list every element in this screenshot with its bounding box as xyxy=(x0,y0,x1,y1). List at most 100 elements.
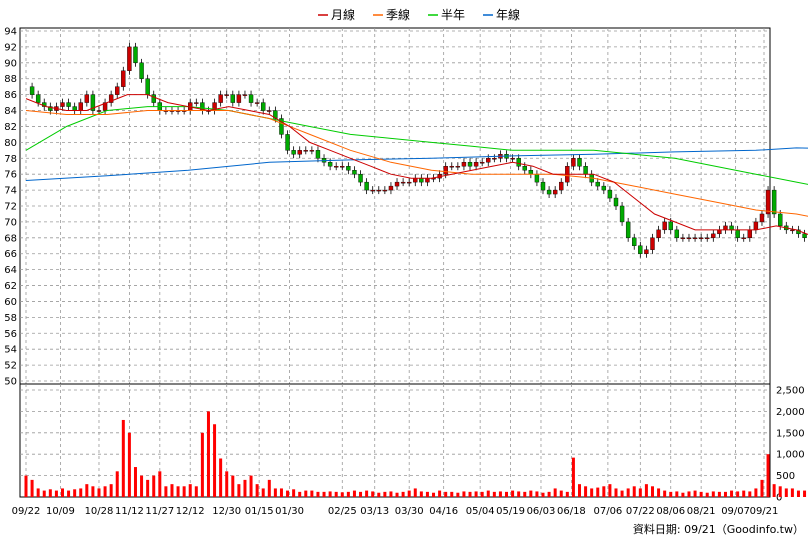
x-tick-label-22: 09/21 xyxy=(750,506,779,517)
candle-body xyxy=(601,185,607,191)
candle-body xyxy=(84,94,90,103)
volume-bar xyxy=(359,491,363,497)
volume-bar xyxy=(219,458,223,497)
volume-bar xyxy=(505,491,509,497)
price-tick-label-12: 70 xyxy=(4,217,17,228)
volume-bar xyxy=(511,490,515,497)
volume-bar xyxy=(480,491,484,497)
volume-bar xyxy=(292,489,296,497)
candle-body xyxy=(571,158,576,167)
candle-body xyxy=(230,94,236,103)
price-tick-label-11: 72 xyxy=(4,202,17,213)
price-tick-label-4: 86 xyxy=(4,90,17,101)
volume-bar xyxy=(517,491,521,497)
candle-body xyxy=(303,150,308,152)
candle-body xyxy=(534,173,540,183)
candle-body xyxy=(729,225,734,231)
candle-body xyxy=(790,229,795,232)
candle-body xyxy=(327,162,333,167)
candle-body xyxy=(194,102,199,104)
candle-body xyxy=(711,233,716,239)
candle-body xyxy=(741,237,746,240)
volume-bar xyxy=(620,490,624,497)
volume-bar xyxy=(425,491,429,497)
candle-body xyxy=(650,237,655,250)
volume-bar xyxy=(176,486,180,497)
volume-bar xyxy=(286,490,290,497)
candle-body xyxy=(425,177,430,183)
candle-body xyxy=(388,185,394,191)
volume-bar xyxy=(133,467,137,497)
volume-bar xyxy=(553,488,557,497)
candle-body xyxy=(78,102,83,111)
volume-bar xyxy=(492,491,496,497)
candle-body xyxy=(297,150,302,155)
candle-body xyxy=(236,94,242,103)
candle-body xyxy=(364,181,369,191)
candle-body xyxy=(486,158,491,163)
candle-body xyxy=(595,181,600,187)
candle-body xyxy=(692,237,698,240)
x-axis: 09/22 10/09 10/28 11/12 11/27 12/12 12/30 01/15… xyxy=(12,506,779,517)
volume-bar xyxy=(462,491,466,497)
ma-line-ma_quarter xyxy=(25,110,808,217)
candle-body xyxy=(540,181,546,191)
legend-label-1: 季線 xyxy=(386,7,410,22)
x-tick-label-8: 01/30 xyxy=(275,506,304,517)
volume-bar xyxy=(346,491,350,497)
volume-bar xyxy=(413,488,417,497)
volume-bar xyxy=(194,486,198,497)
candle-body xyxy=(778,213,783,227)
volume-bar xyxy=(85,484,89,497)
volume-bar xyxy=(474,491,478,497)
volume-bar xyxy=(152,475,156,497)
volume-bar xyxy=(273,488,277,497)
legend-label-0: 月線 xyxy=(331,7,355,22)
candle-body xyxy=(717,229,722,235)
moving-average-lines xyxy=(25,94,808,235)
price-tick-label-21: 52 xyxy=(4,361,17,372)
candle-body xyxy=(66,102,71,107)
ma-line-ma_month xyxy=(25,94,808,235)
candle-body xyxy=(625,221,631,239)
volume-bar xyxy=(730,490,734,497)
candle-body xyxy=(108,94,114,103)
candle-body xyxy=(656,229,661,239)
candle-body xyxy=(686,237,692,240)
x-tick-label-7: 01/15 xyxy=(245,506,274,517)
price-tick-label-3: 88 xyxy=(4,74,17,85)
legend-label-3: 年線 xyxy=(496,7,520,22)
candle-body xyxy=(747,229,753,239)
price-tick-label-13: 68 xyxy=(4,233,17,244)
volume-bar xyxy=(419,491,423,497)
candle-body xyxy=(352,170,357,175)
volume-bar xyxy=(334,491,338,497)
volume-bar xyxy=(395,492,399,497)
volume-panel: 2,500 2,000 1,500 1,000 500 0 xyxy=(19,383,807,504)
candle-body xyxy=(473,162,479,167)
candle-body xyxy=(467,162,473,167)
volume-bar xyxy=(200,432,204,497)
volume-bar xyxy=(675,491,679,497)
price-tick-label-17: 60 xyxy=(4,297,17,308)
volume-bar xyxy=(541,492,545,497)
volume-bar xyxy=(669,491,673,497)
volume-bar xyxy=(340,492,344,497)
candle-body xyxy=(705,237,710,240)
x-tick-label-14: 05/19 xyxy=(496,506,525,517)
candle-body xyxy=(619,205,625,223)
x-tick-label-4: 11/27 xyxy=(145,506,174,517)
price-tick-label-5: 84 xyxy=(4,106,17,117)
candle-body xyxy=(370,189,375,192)
candle-body xyxy=(400,181,406,184)
candle-body xyxy=(334,166,339,168)
volume-bar xyxy=(140,475,144,497)
candle-body xyxy=(522,166,527,171)
volume-bar xyxy=(778,486,782,497)
volume-bar xyxy=(249,475,253,497)
candle-body xyxy=(552,189,558,195)
candle-body xyxy=(218,94,223,103)
candle-body xyxy=(674,229,680,239)
volume-bar xyxy=(693,490,697,497)
candle-body xyxy=(802,233,807,239)
